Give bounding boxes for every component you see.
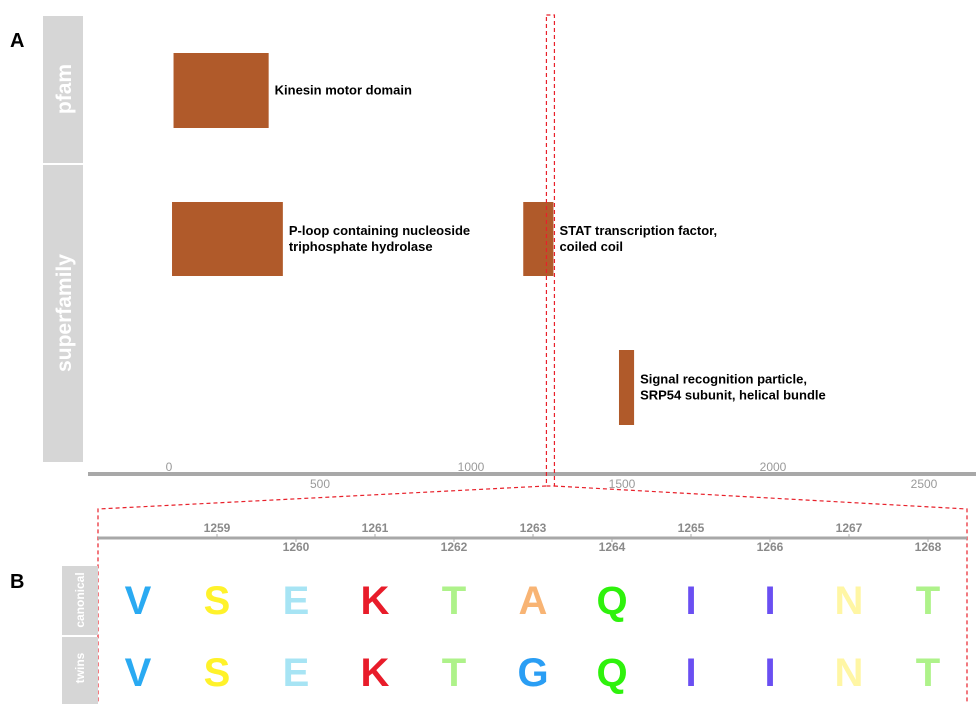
residue-twins: E (283, 651, 310, 695)
panel-a-label: A (10, 30, 24, 52)
zoom-tick-lower: 1264 (599, 540, 626, 554)
residue-twins: V (125, 651, 152, 695)
domain-bar (172, 202, 283, 276)
domain-label: Signal recognition particle, (640, 372, 807, 387)
axis-tick-lower: 500 (310, 477, 330, 491)
axis-tick-upper: 0 (166, 460, 173, 474)
axis-tick-upper: 1000 (458, 460, 485, 474)
zoom-tick-upper: 1267 (836, 521, 863, 535)
canonical-row-label: canonical (73, 572, 87, 627)
domain-label: SRP54 subunit, helical bundle (640, 388, 826, 403)
domain-label: P-loop containing nucleoside (289, 223, 470, 238)
superfamily-track-header (43, 165, 83, 462)
axis-tick-upper: 2000 (760, 460, 787, 474)
residue-twins: T (916, 651, 940, 695)
zoom-tick-upper: 1259 (204, 521, 231, 535)
domain-bar (523, 202, 554, 276)
residue-canonical: A (519, 579, 548, 623)
zoom-tick-upper: 1265 (678, 521, 705, 535)
residue-canonical: E (283, 579, 310, 623)
residue-canonical: Q (596, 579, 627, 623)
axis-tick-lower: 1500 (609, 477, 636, 491)
residue-canonical: V (125, 579, 152, 623)
residue-twins: I (685, 651, 696, 695)
residue-canonical: S (204, 579, 231, 623)
residue-twins: G (517, 651, 548, 695)
panel-b-label: B (10, 571, 24, 593)
domain-features: Kinesin motor domain P-loop containing nu… (172, 53, 826, 425)
domain-label: coiled coil (559, 239, 623, 254)
residue-canonical: T (442, 579, 466, 623)
zoom-connector-right (553, 485, 968, 704)
alignment-residues: V S E K T A Q I I N TV S E K T G Q I I N T (125, 579, 941, 695)
zoom-position-labels: 1259 1261 1263 1265 1267 1260 1262 1264 1266 1268 (204, 521, 942, 554)
pfam-track-label: pfam (53, 64, 76, 114)
residue-canonical: N (835, 579, 864, 623)
domain-bar (618, 350, 635, 425)
residue-canonical: I (685, 579, 696, 623)
residue-twins: T (442, 651, 466, 695)
domain-label: STAT transcription factor, (559, 223, 717, 238)
residue-canonical: I (764, 579, 775, 623)
zoom-tick-upper: 1261 (362, 521, 389, 535)
domain-bar (173, 53, 269, 128)
domain-label: Kinesin motor domain (275, 83, 412, 98)
twins-row-label: twins (73, 652, 87, 683)
residue-twins: I (764, 651, 775, 695)
zoom-connector-left (97, 485, 547, 704)
residue-canonical: K (361, 579, 390, 623)
zoom-tick-lower: 1268 (915, 540, 942, 554)
canonical-row-header (62, 566, 98, 635)
residue-twins: N (835, 651, 864, 695)
superfamily-track-label: superfamily (53, 254, 76, 372)
pfam-track-header (43, 16, 83, 163)
twins-row-header (62, 637, 98, 704)
axis-tick-labels: 0 1000 2000 500 1500 2500 (166, 460, 938, 491)
residue-twins: S (204, 651, 231, 695)
position-highlight-box (545, 14, 556, 487)
zoom-tick-lower: 1260 (283, 540, 310, 554)
residue-canonical: T (916, 579, 940, 623)
domain-label: triphosphate hydrolase (289, 239, 433, 254)
axis-tick-lower: 2500 (911, 477, 938, 491)
residue-twins: Q (596, 651, 627, 695)
residue-twins: K (361, 651, 390, 695)
zoom-tick-lower: 1262 (441, 540, 468, 554)
zoom-tick-upper: 1263 (520, 521, 547, 535)
zoom-tick-lower: 1266 (757, 540, 784, 554)
